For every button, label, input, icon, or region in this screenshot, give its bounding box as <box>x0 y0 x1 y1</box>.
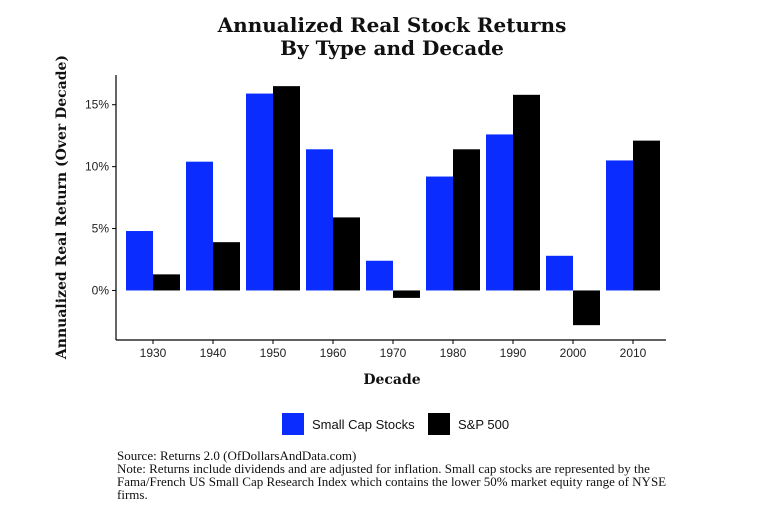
legend: Small Cap Stocks S&P 500 <box>282 413 509 435</box>
bar-small-cap-2000 <box>546 255 573 291</box>
legend-label: S&P 500 <box>458 417 509 432</box>
x-tick-label: 2000 <box>560 346 587 360</box>
footnote: Source: Returns 2.0 (OfDollarsAndData.co… <box>117 449 677 501</box>
x-tick-label: 2010 <box>620 346 647 360</box>
bar-small-cap-1940 <box>186 161 213 291</box>
bar-small-cap-2010 <box>606 160 633 291</box>
bar-small-cap-1930 <box>126 231 153 291</box>
x-axis-label: Decade <box>363 372 420 388</box>
legend-swatch <box>428 413 450 435</box>
legend-label: Small Cap Stocks <box>312 417 415 432</box>
bar-sp500-1990 <box>513 94 540 291</box>
x-tick-label: 1980 <box>440 346 467 360</box>
bar-sp500-1950 <box>273 86 300 291</box>
x-tick-label: 1930 <box>140 346 167 360</box>
bar-small-cap-1970 <box>366 260 393 291</box>
legend-swatch <box>282 413 304 435</box>
source-text: Source: Returns 2.0 (OfDollarsAndData.co… <box>117 448 357 463</box>
x-tick-label: 1960 <box>320 346 347 360</box>
y-tick-label: 10% <box>85 160 109 174</box>
chart-subtitle: By Type and Decade <box>280 36 504 60</box>
x-tick-label: 1950 <box>260 346 287 360</box>
bar-small-cap-1960 <box>306 149 333 291</box>
y-axis-label: Annualized Real Return (Over Decade) <box>54 55 70 360</box>
y-tick-label: 0% <box>92 283 110 297</box>
x-tick-label: 1940 <box>200 346 227 360</box>
bar-sp500-1940 <box>213 242 240 291</box>
y-tick-label: 5% <box>92 222 110 236</box>
bar-sp500-2010 <box>633 140 660 291</box>
x-tick-label: 1970 <box>380 346 407 360</box>
bar-sp500-1980 <box>453 149 480 291</box>
bar-small-cap-1980 <box>426 176 453 291</box>
y-tick-label: 15% <box>85 98 109 112</box>
bar-small-cap-1950 <box>246 93 273 291</box>
bar-sp500-1970 <box>393 290 420 298</box>
note-text: Note: Returns include dividends and are … <box>117 461 667 502</box>
bar-sp500-2000 <box>573 290 600 326</box>
chart-title: Annualized Real Stock Returns <box>217 13 567 37</box>
bar-sp500-1930 <box>153 274 180 291</box>
x-tick-label: 1990 <box>500 346 527 360</box>
bar-sp500-1960 <box>333 217 360 291</box>
bar-small-cap-1990 <box>486 134 513 291</box>
